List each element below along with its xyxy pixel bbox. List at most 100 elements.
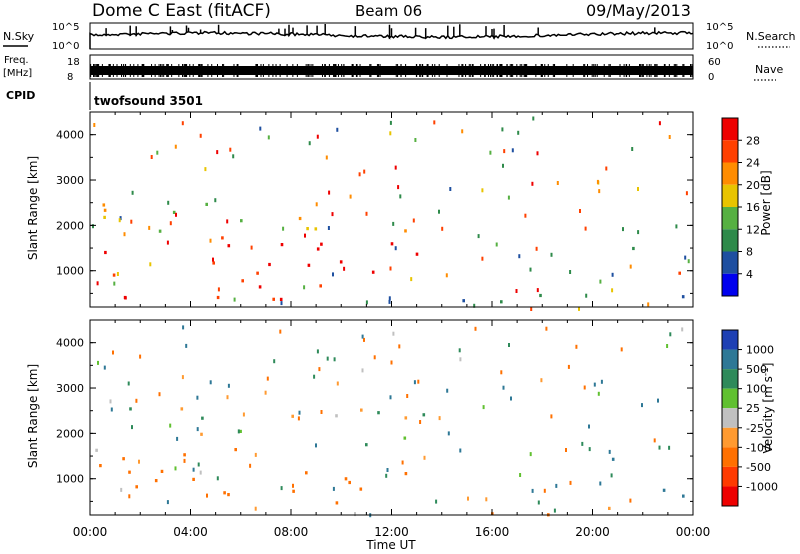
heatmap-cell (181, 375, 184, 380)
heatmap-cell (477, 234, 480, 239)
heatmap-cell (550, 252, 553, 257)
heatmap-cell (176, 436, 179, 441)
colorbar-swatch (722, 486, 738, 506)
heatmap-cell (462, 299, 465, 303)
heatmap-cell (119, 216, 122, 221)
heatmap-cell (632, 246, 635, 251)
heatmap-cell (339, 260, 343, 264)
velocity-panel-frame (89, 319, 694, 516)
heatmap-cell (307, 263, 311, 267)
heatmap-cell (669, 332, 672, 337)
heatmap-cell (316, 349, 319, 354)
heatmap-cell (199, 133, 202, 138)
colorbar-tick-label: 12 (746, 223, 760, 236)
heatmap-cell (174, 466, 177, 471)
power-heatmap (92, 116, 690, 311)
heatmap-cell (389, 266, 392, 271)
heatmap-cell (333, 357, 336, 362)
heatmap-cell (166, 240, 169, 245)
heatmap-cell (608, 506, 611, 510)
heatmap-cell (392, 331, 395, 336)
heatmap-cell (502, 385, 505, 390)
heatmap-cell (581, 441, 584, 446)
heatmap-cell (681, 295, 685, 299)
colorbar-swatch (722, 447, 738, 467)
colorbar-swatch (722, 162, 738, 185)
heatmap-cell (588, 447, 591, 452)
heatmap-cell (315, 202, 318, 207)
heatmap-cell (123, 232, 126, 237)
colorbar-tick-label: -1000 (746, 480, 778, 493)
heatmap-cell (449, 187, 452, 191)
heatmap-cell (169, 221, 172, 226)
heatmap-cell (658, 121, 661, 126)
y-tick-label: 2000 (56, 219, 84, 232)
nave-label: Nave (755, 63, 783, 76)
velocity-heatmap (95, 325, 685, 518)
colorbar-swatch (722, 408, 738, 428)
heatmap-cell (166, 500, 169, 505)
nave-top-tick: 60 (708, 57, 721, 68)
colorbar-swatch (722, 273, 738, 296)
heatmap-cell (397, 185, 400, 190)
heatmap-cell (128, 494, 131, 499)
heatmap-cell (113, 281, 116, 286)
heatmap-cell (240, 219, 243, 223)
heatmap-cell (154, 479, 158, 483)
heatmap-cell (185, 343, 188, 348)
heatmap-cell (495, 242, 498, 247)
colorbar-swatch (722, 229, 738, 252)
heatmap-cell (550, 414, 553, 419)
colorbar-tick-label: 100 (746, 383, 767, 396)
heatmap-cell (388, 299, 391, 304)
heatmap-cell (599, 481, 602, 486)
heatmap-cell (438, 416, 441, 421)
heatmap-cell (658, 445, 661, 450)
heatmap-cell (388, 296, 391, 301)
heatmap-cell (131, 190, 134, 195)
colorbar-swatch (722, 369, 738, 389)
heatmap-cell (529, 267, 532, 272)
heatmap-cell (536, 288, 539, 293)
heatmap-cell (172, 210, 176, 214)
heatmap-cell (413, 380, 416, 385)
heatmap-cell (148, 225, 151, 230)
heatmap-cell (95, 448, 98, 452)
heatmap-cell (110, 407, 113, 412)
heatmap-cell (254, 506, 257, 511)
heatmap-cell (588, 424, 590, 429)
freq-label-1: Freq. (4, 55, 29, 66)
heatmap-cell (404, 416, 408, 420)
heatmap-cell (531, 488, 534, 493)
colorbar-tick-label: 20 (746, 179, 760, 192)
heatmap-cell (131, 425, 133, 430)
heatmap-cell (371, 270, 375, 274)
heatmap-cell (104, 250, 107, 255)
heatmap-cell (569, 480, 572, 485)
heatmap-cell (530, 307, 533, 311)
heatmap-cell (256, 271, 259, 275)
freq-label-2: [MHz] (3, 68, 32, 79)
colorbar-tick-label: -25 (746, 422, 764, 435)
velocity-ylabel: Slant Range [km] (26, 364, 40, 468)
heatmap-cell (446, 388, 449, 393)
heatmap-cell (291, 414, 294, 418)
x-tick-label: 00:00 (73, 525, 108, 539)
heatmap-cell (192, 477, 195, 481)
heatmap-cell (447, 431, 450, 436)
heatmap-cell (320, 242, 323, 246)
heatmap-cell (169, 423, 172, 428)
heatmap-cell (332, 272, 334, 277)
heatmap-cell (666, 344, 669, 348)
heatmap-cell (358, 172, 361, 177)
heatmap-cell (403, 436, 407, 440)
heatmap-cell (545, 326, 548, 331)
heatmap-cell (360, 408, 363, 412)
heatmap-cell (335, 501, 339, 505)
heatmap-cell (234, 448, 237, 452)
heatmap-cell (637, 187, 639, 191)
x-tick-label: 12:00 (374, 525, 409, 539)
colorbar-tick-label: 24 (746, 157, 760, 170)
heatmap-cell (206, 493, 208, 498)
heatmap-cell (600, 379, 603, 384)
